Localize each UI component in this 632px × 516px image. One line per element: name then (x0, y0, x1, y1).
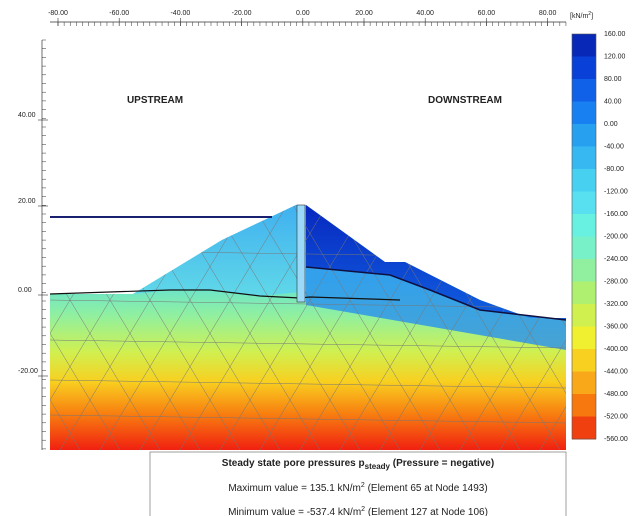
legend-label: -560.00 (604, 436, 628, 443)
mesh-line (50, 299, 566, 309)
title-text: Steady state pore pressures p (222, 458, 365, 469)
info-title: Steady state pore pressures psteady (Pre… (222, 458, 494, 471)
mesh-line (499, 205, 566, 450)
mesh-line (459, 205, 566, 450)
legend-label: -440.00 (604, 369, 628, 376)
legend-swatch (572, 394, 596, 417)
mesh-line (99, 205, 251, 450)
max-text: Maximum value = 135.1 kN/m (228, 483, 361, 494)
upstream-zone (133, 205, 300, 296)
info-max: Maximum value = 135.1 kN/m2 (Element 65 … (228, 482, 487, 494)
legend-unit: [kN/m2] (570, 11, 593, 20)
x-tick-label: -80.00 (48, 10, 68, 17)
info-min: Minimum value = -537.4 kN/m2 (Element 12… (228, 506, 488, 516)
legend-swatch (572, 169, 596, 192)
max-suffix: (Element 65 at Node 1493) (365, 483, 488, 494)
title-suffix: (Pressure = negative) (390, 458, 494, 469)
legend-label: 80.00 (604, 76, 622, 83)
min-sup: 2 (361, 506, 365, 513)
x-tick-label: 0.00 (296, 10, 310, 17)
x-tick-label: 20.00 (355, 10, 373, 17)
downstream-label: DOWNSTREAM (428, 95, 502, 106)
mesh-line (289, 205, 441, 450)
info-box (149, 451, 567, 516)
x-tick-label: 40.00 (416, 10, 434, 17)
mesh-line (50, 205, 81, 450)
legend-label: -200.00 (604, 234, 628, 241)
legend-swatch (572, 349, 596, 372)
legend-label: 40.00 (604, 99, 622, 106)
x-tick-label: 60.00 (478, 10, 496, 17)
upstream-label: UPSTREAM (127, 95, 183, 106)
unit-sup: 2 (588, 11, 591, 17)
downstream-lower (306, 267, 566, 350)
title-sub: steady (365, 462, 391, 471)
mesh-line (50, 414, 566, 424)
mesh-line (50, 205, 121, 450)
x-tick-label: -60.00 (109, 10, 129, 17)
min-text: Minimum value = -537.4 kN/m (228, 507, 361, 516)
mesh-line (50, 379, 566, 389)
legend-swatch (572, 191, 596, 215)
y-tick-label: -20.00 (18, 368, 38, 375)
legend-frame (571, 33, 597, 440)
legend-swatch (572, 34, 596, 57)
legend-label: -280.00 (604, 279, 628, 286)
seepage-line (305, 266, 567, 321)
axes: -80.00 -60.00 -40.00 -20.00 0.00 20.00 40.00 60… (18, 10, 567, 450)
legend-label: -320.00 (604, 301, 628, 308)
x-tick-label: -40.00 (170, 10, 190, 17)
mesh-line (139, 205, 291, 450)
legend-label: -480.00 (604, 391, 628, 398)
legend-swatch (572, 304, 596, 327)
y-tick-label: 20.00 (18, 198, 36, 205)
legend-label: -360.00 (604, 324, 628, 331)
legend-label: 0.00 (604, 121, 618, 128)
mesh-line (249, 205, 401, 450)
legend-swatch (572, 214, 596, 237)
legend-swatch (572, 371, 596, 395)
legend-swatch (572, 416, 596, 440)
mesh-line (50, 205, 161, 450)
legend-label: -400.00 (604, 346, 628, 353)
mesh-line (219, 205, 371, 450)
legend: 160.00 120.00 80.00 40.00 0.00 -40.00 -80.00 -1… (571, 31, 628, 443)
legend-label: 160.00 (604, 31, 626, 38)
legend-label: -520.00 (604, 414, 628, 421)
legend-swatch (572, 79, 596, 102)
legend-swatch (572, 326, 596, 350)
legend-swatch (572, 101, 596, 125)
legend-label: -160.00 (604, 211, 628, 218)
y-tick-label: 0.00 (18, 287, 32, 294)
mesh-line (539, 205, 566, 450)
legend-swatch (572, 281, 596, 305)
mesh-line (329, 205, 481, 450)
mesh-line (50, 339, 566, 349)
max-sup: 2 (361, 482, 365, 489)
legend-label: -120.00 (604, 189, 628, 196)
legend-label: -40.00 (604, 144, 624, 151)
mesh-line (209, 205, 361, 450)
legend-swatch (572, 236, 596, 260)
legend-swatch (572, 146, 596, 170)
legend-swatch (572, 124, 596, 147)
legend-swatch (572, 259, 596, 282)
legend-label: 120.00 (604, 54, 626, 61)
core-wall (296, 204, 306, 303)
legend-label: -80.00 (604, 166, 624, 173)
min-suffix: (Element 127 at Node 106) (365, 507, 488, 516)
legend-label: -240.00 (604, 256, 628, 263)
phreatic-line (49, 289, 401, 301)
legend-swatch (572, 56, 596, 80)
unit-text: [kN/m (570, 13, 588, 20)
unit-suffix: ] (591, 13, 593, 20)
x-tick-label: 80.00 (539, 10, 557, 17)
x-tick-label: -20.00 (232, 10, 252, 17)
y-tick-label: 40.00 (18, 112, 36, 119)
downstream-zone (306, 205, 566, 320)
